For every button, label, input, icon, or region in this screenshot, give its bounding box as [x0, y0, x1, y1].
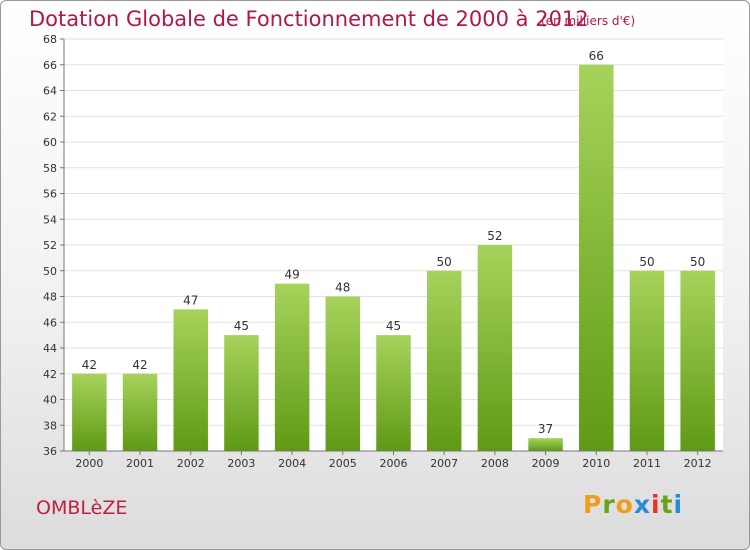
bar: [325, 296, 361, 451]
bar: [477, 245, 513, 451]
chart-title: Dotation Globale de Fonctionnement de 20…: [29, 7, 589, 31]
bar: [528, 438, 563, 451]
y-tick-label: 58: [43, 162, 57, 175]
logo-letter: i: [673, 490, 684, 519]
data-label: 50: [690, 255, 705, 269]
y-tick-label: 60: [43, 136, 57, 149]
bar: [122, 373, 158, 451]
y-tick-label: 54: [43, 213, 57, 226]
logo-letter: i: [651, 490, 661, 519]
bar: [426, 270, 462, 451]
y-tick-label: 48: [43, 291, 57, 304]
y-tick-label: 64: [43, 85, 57, 98]
x-tick-label: 2010: [582, 457, 610, 470]
bar: [274, 283, 310, 451]
data-label: 52: [487, 229, 502, 243]
bar: [173, 309, 208, 451]
data-label: 47: [183, 293, 198, 307]
y-tick-label: 46: [43, 316, 57, 329]
y-tick-label: 68: [43, 33, 57, 46]
logo-letter: r: [602, 490, 616, 519]
data-label: 49: [284, 268, 299, 282]
y-axis: 36 38 40 42 44 46 48 50 52 54 56 58 60 62 64 66 68: [43, 33, 65, 458]
bar: [579, 64, 614, 451]
y-tick-label: 38: [43, 419, 57, 432]
y-tick-label: 62: [43, 110, 57, 123]
y-tick-label: 66: [43, 59, 57, 72]
y-tick-label: 50: [43, 265, 57, 278]
x-tick-label: 2001: [126, 457, 154, 470]
x-tick-label: 2012: [684, 457, 712, 470]
y-tick-label: 36: [43, 445, 57, 458]
logo-letter: t: [660, 490, 674, 519]
bar: [680, 270, 715, 451]
y-tick-label: 52: [43, 239, 57, 252]
x-tick-label: 2007: [430, 457, 458, 470]
bar: [224, 335, 259, 451]
y-tick-label: 44: [43, 342, 57, 355]
x-tick-label: 2009: [532, 457, 560, 470]
data-label: 50: [437, 255, 452, 269]
data-label: 48: [335, 281, 350, 295]
bar: [72, 373, 107, 451]
x-tick-label: 2000: [75, 457, 103, 470]
proxiti-logo: Proxiti: [583, 490, 683, 519]
x-tick-label: 2006: [380, 457, 408, 470]
bars: 42 42 47 45 49 48 45 50 52 37 66 50 50: [72, 49, 715, 451]
x-tick-label: 2008: [481, 457, 509, 470]
x-tick-label: 2004: [278, 457, 306, 470]
data-label: 37: [538, 422, 553, 436]
x-tick-label: 2002: [177, 457, 205, 470]
data-label: 50: [639, 255, 654, 269]
x-axis: 2000 2001 2002 2003 2004 2005 2006 2007 2008 2009…: [64, 450, 723, 470]
logo-letter: x: [633, 490, 651, 519]
data-label: 42: [82, 358, 97, 372]
x-tick-label: 2005: [329, 457, 357, 470]
y-tick-label: 40: [43, 394, 57, 407]
y-tick-label: 42: [43, 368, 57, 381]
x-tick-label: 2011: [633, 457, 661, 470]
commune-name: OMBLèZE: [36, 497, 128, 519]
y-tick-label: 56: [43, 188, 57, 201]
data-label: 66: [589, 49, 604, 63]
data-label: 42: [132, 358, 147, 372]
data-label: 45: [234, 319, 249, 333]
x-tick-label: 2003: [227, 457, 255, 470]
unit-label: (en milliers d'€): [541, 14, 636, 28]
logo-letter: o: [615, 490, 634, 519]
logo-letter: P: [583, 490, 603, 519]
data-label: 45: [386, 319, 401, 333]
bar: [376, 335, 411, 451]
bar: [629, 270, 665, 451]
